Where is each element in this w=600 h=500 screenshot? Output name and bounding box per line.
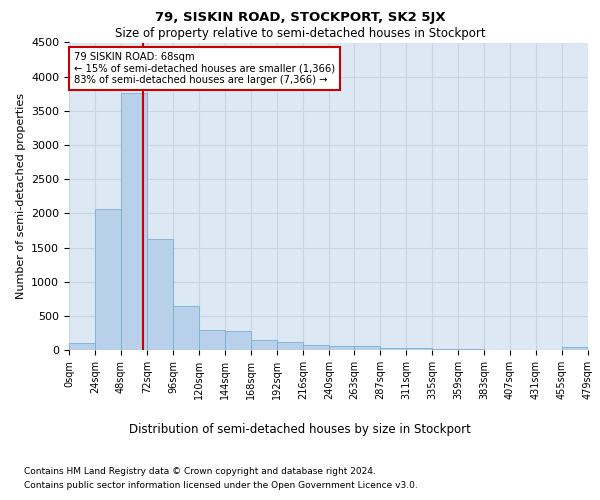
Bar [562, 348, 588, 350]
Text: 79 SISKIN ROAD: 68sqm
← 15% of semi-detached houses are smaller (1,366)
83% of s: 79 SISKIN ROAD: 68sqm ← 15% of semi-deta… [74, 52, 335, 85]
Bar [121, 93, 147, 350]
Bar [147, 240, 173, 350]
Bar [277, 342, 303, 350]
Bar [173, 306, 199, 350]
Bar [225, 331, 251, 350]
Bar [251, 340, 277, 350]
Bar [354, 346, 380, 350]
Text: Contains public sector information licensed under the Open Government Licence v3: Contains public sector information licen… [24, 481, 418, 490]
Bar [406, 348, 432, 350]
Text: Distribution of semi-detached houses by size in Stockport: Distribution of semi-detached houses by … [129, 422, 471, 436]
Bar [380, 348, 406, 350]
Text: Contains HM Land Registry data © Crown copyright and database right 2024.: Contains HM Land Registry data © Crown c… [24, 468, 376, 476]
Bar [303, 344, 329, 350]
Text: 79, SISKIN ROAD, STOCKPORT, SK2 5JX: 79, SISKIN ROAD, STOCKPORT, SK2 5JX [155, 11, 445, 24]
Bar [95, 209, 121, 350]
Bar [69, 343, 95, 350]
Bar [329, 346, 354, 350]
Text: Size of property relative to semi-detached houses in Stockport: Size of property relative to semi-detach… [115, 28, 485, 40]
Y-axis label: Number of semi-detached properties: Number of semi-detached properties [16, 93, 26, 299]
Bar [432, 349, 458, 350]
Bar [199, 330, 225, 350]
